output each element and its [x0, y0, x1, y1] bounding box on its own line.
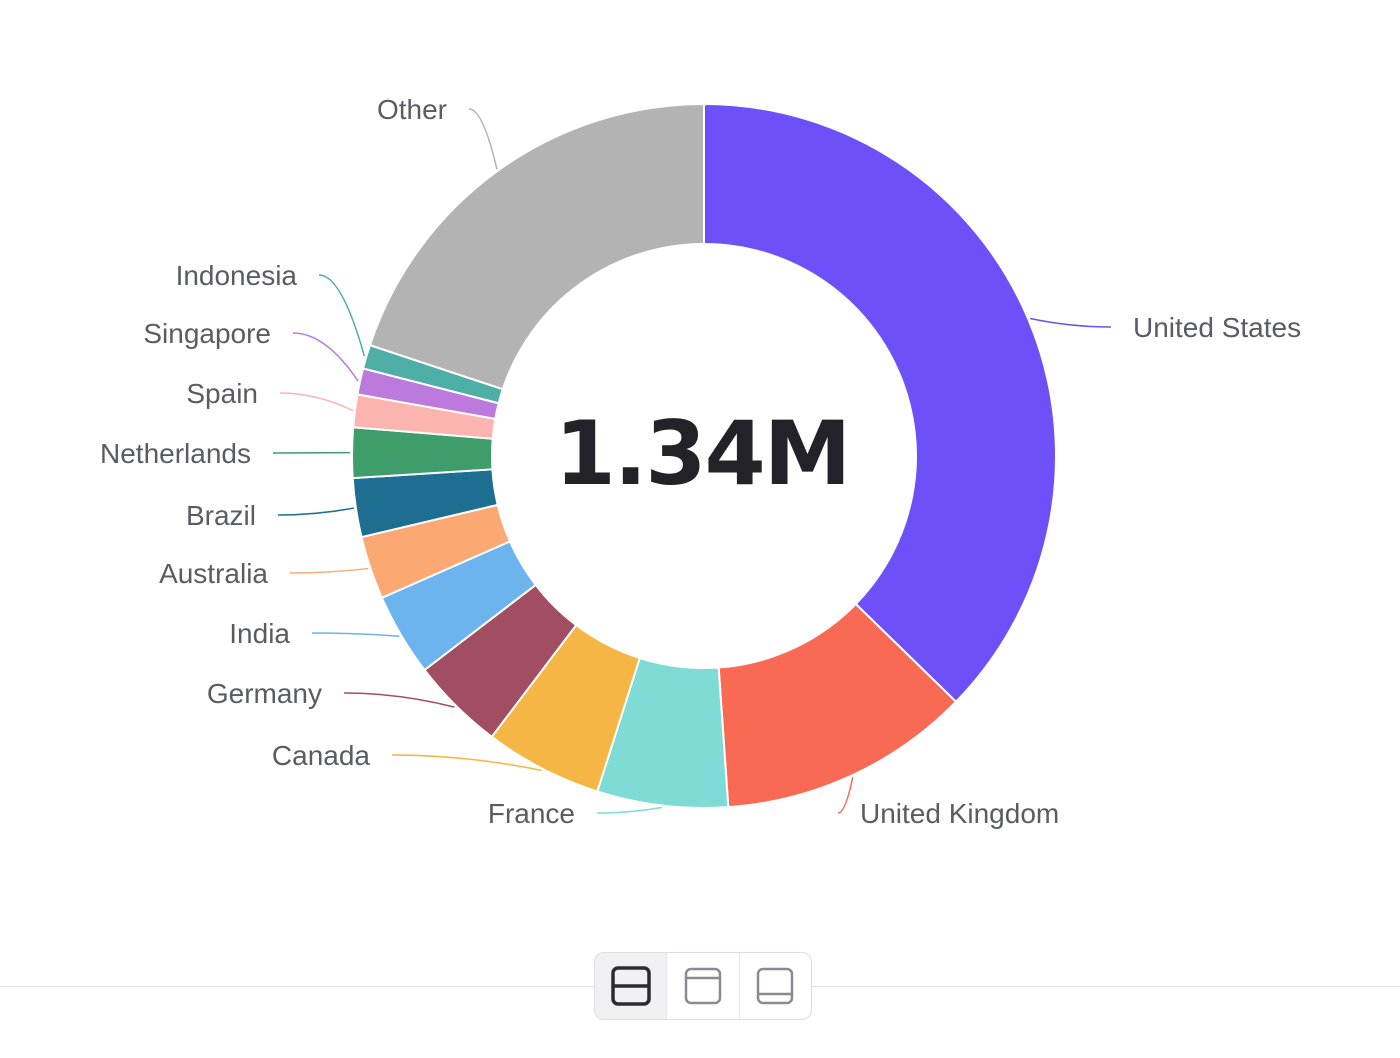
donut-chart: United States United Kingdom France Canada G… — [100, 94, 1301, 829]
slice-label-united-kingdom: United Kingdom — [860, 798, 1059, 829]
view-toggle-group — [594, 952, 812, 1020]
slice-other[interactable] — [368, 102, 705, 391]
slice-label-spain: Spain — [186, 378, 258, 409]
slice-label-united-states: United States — [1133, 312, 1301, 343]
slice-label-brazil: Brazil — [186, 500, 256, 531]
slice-label-india: India — [229, 618, 290, 649]
slice-label-france: France — [488, 798, 575, 829]
leader-line-singapore — [292, 332, 359, 382]
slice-label-germany: Germany — [207, 678, 322, 709]
slice-label-singapore: Singapore — [143, 318, 271, 349]
slice-label-australia: Australia — [159, 558, 268, 589]
center-total-label: 1.34M — [555, 402, 850, 505]
slice-label-other: Other — [377, 94, 447, 125]
slice-label-netherlands: Netherlands — [100, 438, 251, 469]
split-view-button[interactable] — [595, 953, 668, 1019]
leader-line-canada — [391, 754, 542, 772]
label-leader-lines — [272, 108, 1112, 814]
split-view-icon — [610, 966, 651, 1006]
slice-united-states[interactable] — [703, 102, 1057, 704]
leader-line-india — [311, 632, 400, 637]
top-panel-view-button[interactable] — [667, 953, 740, 1019]
leader-line-other — [468, 108, 498, 170]
leader-line-united-kingdom — [837, 777, 854, 814]
leader-line-france — [596, 806, 662, 814]
slice-labels: United States United Kingdom France Canada G… — [100, 94, 1301, 829]
bottom-panel-view-button[interactable] — [740, 953, 811, 1019]
leader-line-germany — [343, 692, 455, 708]
leader-line-spain — [279, 392, 354, 412]
top-panel-view-icon — [684, 967, 722, 1005]
slice-label-canada: Canada — [272, 740, 371, 771]
leader-line-united-states — [1030, 317, 1112, 328]
leader-line-australia — [289, 567, 369, 574]
leader-line-indonesia — [318, 274, 366, 357]
bottom-panel-view-icon — [757, 967, 794, 1005]
slice-label-indonesia: Indonesia — [176, 260, 298, 291]
leader-line-brazil — [277, 507, 354, 516]
donut-slices — [351, 102, 1057, 809]
